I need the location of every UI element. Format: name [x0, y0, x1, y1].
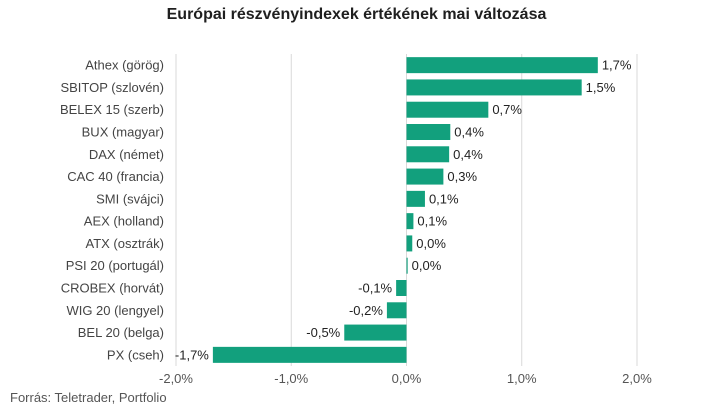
value-label: -1,7%	[175, 347, 209, 362]
bar	[386, 302, 407, 319]
x-tick-label: 1,0%	[507, 371, 537, 386]
category-label: AEX (holland)	[84, 214, 164, 229]
category-label: CAC 40 (francia)	[67, 169, 164, 184]
bar	[406, 168, 444, 185]
bar	[406, 124, 451, 140]
value-label: -0,2%	[349, 303, 383, 318]
chart-title: Európai részvényindexek értékének mai vá…	[166, 6, 547, 23]
bar	[406, 79, 582, 96]
value-label: 0,0%	[412, 258, 442, 273]
category-label: DAX (német)	[89, 147, 164, 162]
value-label: -0,5%	[306, 325, 340, 340]
category-label: BEL 20 (belga)	[78, 325, 164, 340]
bar	[406, 101, 489, 118]
category-label: SBITOP (szlovén)	[60, 80, 164, 95]
x-tick-label: -2,0%	[159, 371, 193, 386]
category-label: ATX (osztrák)	[86, 236, 165, 251]
value-label: 0,4%	[453, 147, 483, 162]
bar	[406, 235, 413, 252]
value-label: 0,7%	[492, 102, 522, 117]
x-tick-label: -1,0%	[274, 371, 308, 386]
category-label: SMI (svájci)	[96, 191, 164, 206]
value-label: 0,3%	[447, 169, 477, 184]
category-label: CROBEX (horvát)	[61, 281, 164, 296]
bar	[406, 257, 408, 274]
category-label: BELEX 15 (szerb)	[60, 102, 164, 117]
bar	[396, 280, 407, 296]
source-note: Forrás: Teletrader, Portfolio	[10, 390, 167, 405]
category-label: Athex (görög)	[85, 58, 164, 73]
bar	[212, 346, 407, 363]
value-label: 0,1%	[417, 214, 447, 229]
bar	[406, 57, 598, 74]
category-label: BUX (magyar)	[82, 125, 164, 140]
bar	[406, 190, 425, 207]
x-tick-label: 2,0%	[622, 371, 652, 386]
value-label: 1,5%	[586, 80, 616, 95]
value-label: 0,4%	[454, 125, 484, 140]
value-label: 0,0%	[416, 236, 446, 251]
category-label: PX (cseh)	[107, 347, 164, 362]
bar	[344, 324, 407, 341]
value-label: 1,7%	[602, 58, 632, 73]
category-label: PSI 20 (portugál)	[66, 258, 164, 273]
value-label: 0,1%	[429, 191, 459, 206]
bar	[406, 146, 450, 163]
category-label: WIG 20 (lengyel)	[66, 303, 164, 318]
value-label: -0,1%	[358, 281, 392, 296]
bar	[406, 213, 414, 230]
x-tick-label: 0,0%	[392, 371, 422, 386]
